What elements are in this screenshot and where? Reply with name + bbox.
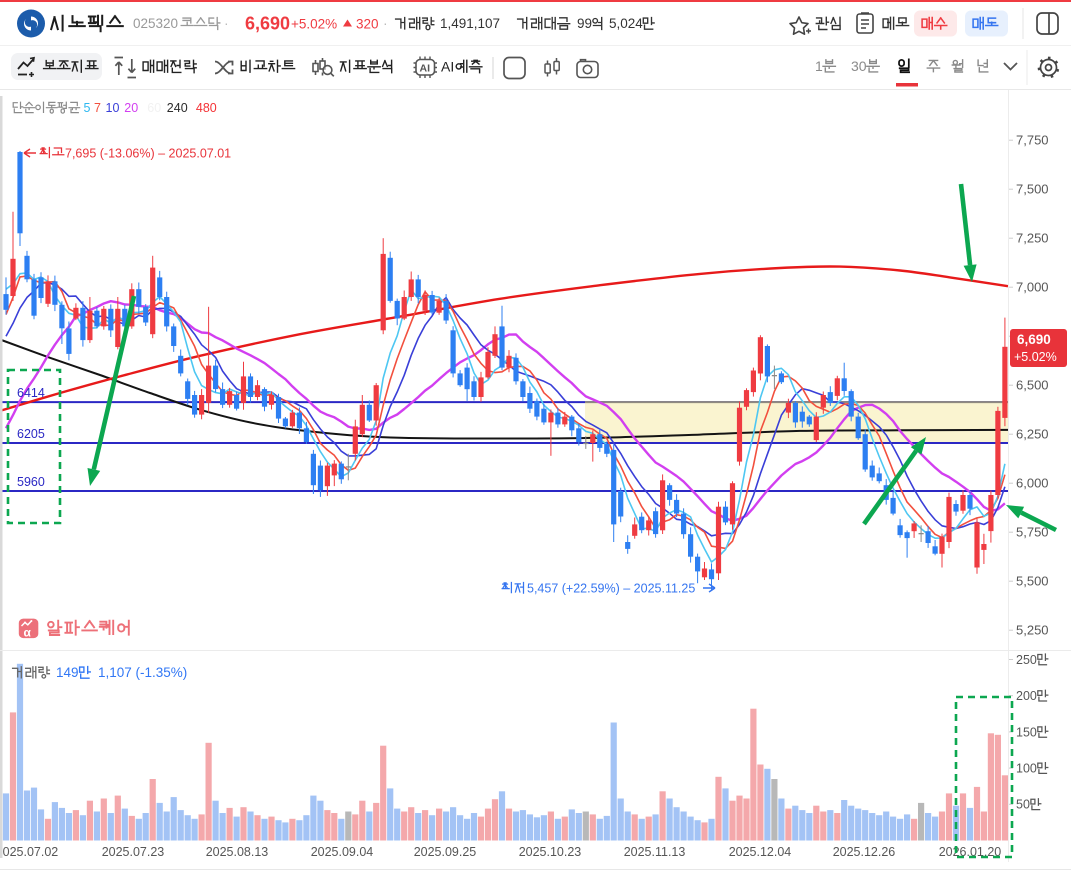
- svg-text:2025.07.02: 2025.07.02: [0, 845, 58, 859]
- svg-text:7,500: 7,500: [1016, 182, 1049, 197]
- svg-text:2025.10.23: 2025.10.23: [519, 845, 582, 859]
- svg-text:60: 60: [147, 101, 161, 115]
- svg-text:2025.09.25: 2025.09.25: [414, 845, 477, 859]
- svg-text:+5.02%: +5.02%: [291, 17, 337, 32]
- svg-text:100: 100: [1016, 762, 1037, 776]
- svg-text:5,250: 5,250: [1016, 623, 1049, 638]
- svg-text:025320: 025320: [133, 16, 178, 31]
- svg-text:7,000: 7,000: [1016, 280, 1049, 295]
- svg-text:AI: AI: [441, 59, 454, 75]
- svg-text:1,491,107: 1,491,107: [440, 16, 500, 31]
- svg-text:5,750: 5,750: [1016, 525, 1049, 540]
- svg-text:5,024: 5,024: [609, 16, 643, 31]
- svg-text:6,250: 6,250: [1016, 427, 1049, 442]
- svg-text:5,500: 5,500: [1016, 574, 1049, 589]
- svg-text:240: 240: [167, 101, 188, 115]
- svg-text:6,000: 6,000: [1016, 476, 1049, 491]
- svg-text:2025.11.13: 2025.11.13: [624, 845, 686, 859]
- svg-text:6,690: 6,690: [245, 14, 290, 34]
- svg-text:6414: 6414: [17, 386, 45, 400]
- svg-text:6,500: 6,500: [1016, 378, 1049, 393]
- svg-text:5: 5: [84, 101, 91, 115]
- svg-text:30: 30: [851, 58, 867, 74]
- svg-text:2025.07.23: 2025.07.23: [102, 845, 165, 859]
- svg-text:7,750: 7,750: [1016, 133, 1049, 148]
- svg-text:149: 149: [56, 665, 79, 680]
- svg-text:2025.12.04: 2025.12.04: [729, 845, 792, 859]
- svg-text:AI: AI: [420, 63, 431, 75]
- svg-text:50: 50: [1016, 798, 1030, 812]
- svg-text:200: 200: [1016, 689, 1037, 703]
- svg-text:6205: 6205: [17, 427, 45, 441]
- svg-text:7,695 (-13.06%) – 2025.07.01: 7,695 (-13.06%) – 2025.07.01: [65, 146, 231, 160]
- svg-text:150: 150: [1016, 725, 1037, 739]
- svg-text:·: ·: [224, 15, 229, 31]
- svg-text:2025.09.04: 2025.09.04: [311, 845, 374, 859]
- svg-text:·: ·: [383, 15, 388, 31]
- svg-text:2025.08.13: 2025.08.13: [206, 845, 269, 859]
- svg-text:99: 99: [577, 16, 592, 31]
- svg-text:2025.12.26: 2025.12.26: [833, 845, 896, 859]
- svg-text:7,250: 7,250: [1016, 231, 1049, 246]
- svg-text:320: 320: [356, 17, 379, 32]
- svg-text:2026.01.20: 2026.01.20: [939, 845, 1002, 859]
- svg-text:+5.02%: +5.02%: [1014, 350, 1057, 364]
- svg-text:20: 20: [124, 101, 138, 115]
- svg-text:5960: 5960: [17, 475, 45, 489]
- svg-text:5,457 (+22.59%) – 2025.11.25: 5,457 (+22.59%) – 2025.11.25: [527, 581, 695, 595]
- svg-text:1,107 (-1.35%): 1,107 (-1.35%): [98, 665, 187, 680]
- svg-text:250: 250: [1016, 653, 1037, 667]
- svg-text:7: 7: [94, 101, 101, 115]
- svg-text:6,690: 6,690: [1017, 332, 1051, 347]
- svg-text:480: 480: [196, 101, 217, 115]
- svg-text:1: 1: [815, 58, 823, 74]
- svg-text:10: 10: [106, 101, 120, 115]
- svg-text:α: α: [24, 626, 32, 640]
